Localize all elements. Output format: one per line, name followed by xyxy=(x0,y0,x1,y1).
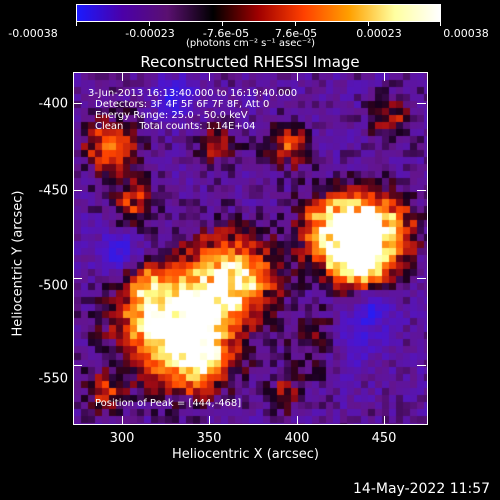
x-tick-label: 400 xyxy=(284,431,310,446)
colorbar-gradient xyxy=(77,5,440,21)
peak-position: Position of Peak = [444,-468] xyxy=(95,398,242,409)
colorbar-tick-label: 0.00038 xyxy=(443,27,489,40)
detectors-line: Detectors: 3F 4F 5F 6F 7F 8F, Att 0 xyxy=(95,99,270,110)
x-axis-label: Heliocentric X (arcsec) xyxy=(172,447,319,462)
y-tick-label: -500 xyxy=(38,278,68,294)
clean-counts-line: Clean Total counts: 1.14E+04 xyxy=(95,121,256,132)
colorbar-tick-label: 0.00023 xyxy=(356,27,402,40)
colorbar-ticks xyxy=(76,21,441,27)
colorbar-tick-label: -0.00038 xyxy=(8,27,58,40)
x-tick-label: 350 xyxy=(196,431,222,446)
timestamp: 14-May-2022 11:57 xyxy=(353,481,491,497)
x-tick-label: 300 xyxy=(109,431,135,446)
colorbar-tick-label: -7.6e-05 xyxy=(202,27,250,40)
y-axis-ticks xyxy=(73,72,426,425)
energy-range-line: Energy Range: 25.0 - 50.0 keV xyxy=(95,110,248,121)
y-tick-label: -400 xyxy=(38,96,68,112)
x-tick-label: 450 xyxy=(371,431,397,446)
rhessi-image xyxy=(73,72,428,425)
observation-time: 3-Jun-2013 16:13:40.000 to 16:19:40.000 xyxy=(88,88,298,99)
plot-title: Reconstructed RHESSI Image xyxy=(140,53,360,71)
colorbar-tick-label: 7.6e-05 xyxy=(274,27,318,40)
y-tick-label: -550 xyxy=(38,371,68,387)
colorbar xyxy=(76,4,441,22)
colorbar-units: (photons cm⁻² s⁻¹ asec⁻²) xyxy=(186,38,316,49)
y-axis-label: Heliocentric Y (arcsec) xyxy=(10,190,26,337)
rhessi-image-canvas xyxy=(74,73,427,424)
y-tick-label: -450 xyxy=(38,183,68,199)
colorbar-tick-label: -0.00023 xyxy=(125,27,175,40)
